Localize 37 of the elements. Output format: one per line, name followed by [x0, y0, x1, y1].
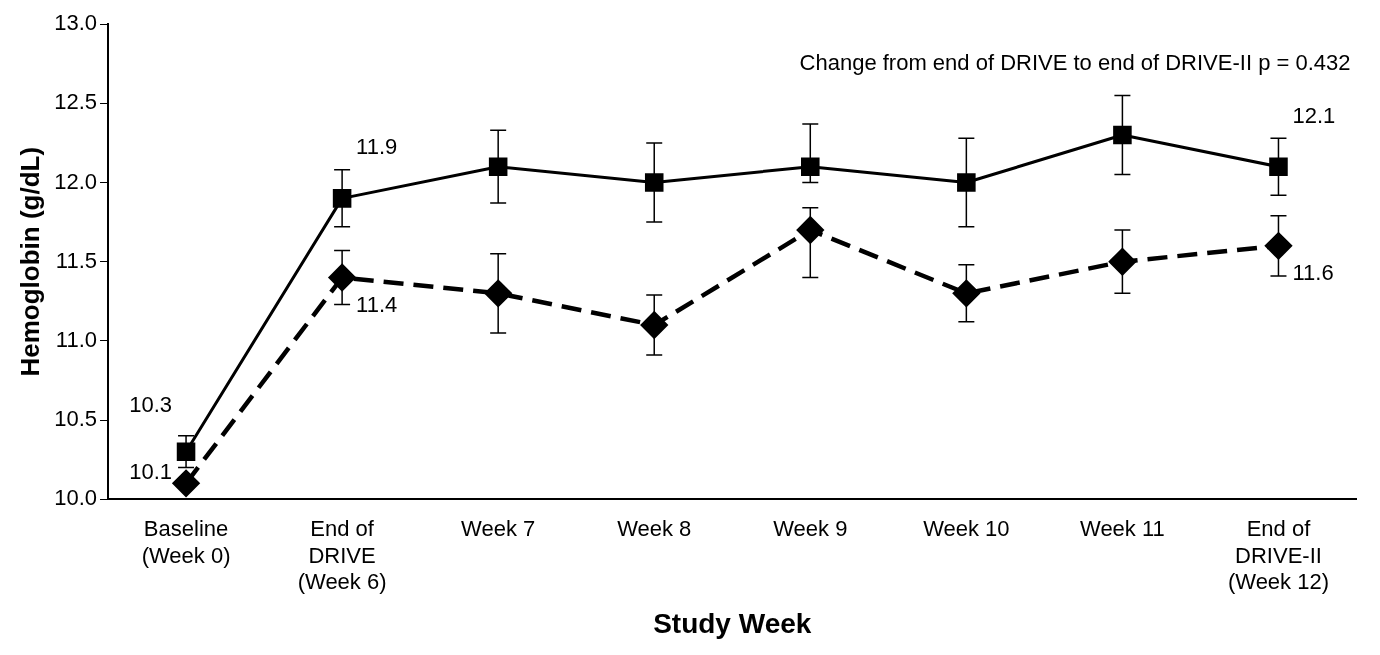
point — [797, 216, 824, 244]
point — [1109, 248, 1136, 275]
point — [644, 173, 664, 192]
data-label: 11.4 — [356, 291, 398, 317]
y-tick-label: 10.5 — [54, 406, 98, 432]
point — [957, 173, 976, 192]
point — [1265, 232, 1292, 260]
x-axis-title: Study Week — [653, 607, 812, 639]
data-label: 10.1 — [129, 459, 173, 485]
y-tick-label: 12.5 — [54, 89, 98, 115]
x-tick-label: Week 9 — [773, 516, 848, 542]
y-tick-label: 11.0 — [55, 326, 98, 352]
point — [1269, 157, 1288, 176]
data-label: 12.1 — [1292, 102, 1336, 128]
x-tick-label: Week 7 — [461, 516, 536, 542]
data-label: 11.6 — [1292, 259, 1334, 285]
data-label: 10.3 — [129, 391, 173, 417]
point — [1113, 125, 1132, 145]
y-axis-title: Hemoglobin (g/dL) — [14, 146, 45, 377]
x-tick-label: Week 11 — [1080, 516, 1165, 542]
y-tick-label: 12.0 — [54, 168, 98, 194]
point — [488, 157, 508, 176]
point — [953, 280, 980, 307]
x-tick-label: Week 8 — [617, 516, 692, 542]
y-tick-label: 10.0 — [54, 485, 98, 511]
x-tick-label: Baseline (Week 0) — [141, 516, 231, 568]
x-tick-label: End of DRIVE (Week 6) — [297, 516, 387, 595]
x-tick-label: End of DRIVE-II (Week 12) — [1227, 516, 1330, 595]
y-tick-label: 11.5 — [55, 247, 98, 273]
annotation: Change from end of DRIVE to end of DRIVE-II p = 0.432 — [799, 50, 1351, 76]
point — [801, 157, 820, 176]
point — [332, 189, 352, 208]
x-tick-label: Week 10 — [923, 516, 1010, 542]
point — [172, 470, 200, 497]
y-tick-label: 13.0 — [54, 10, 98, 36]
data-label: 11.9 — [356, 134, 398, 160]
point — [176, 442, 196, 461]
